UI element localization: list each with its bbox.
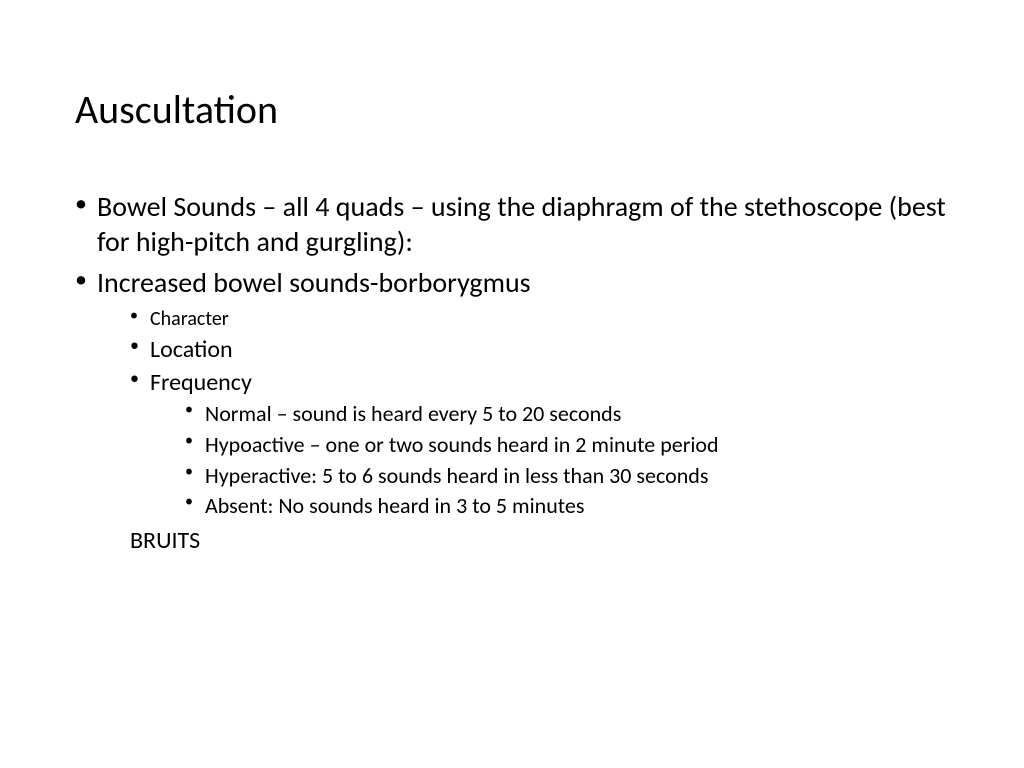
bullet-sub-item: Frequency <box>75 367 949 398</box>
content-body: Bowel Sounds – all 4 quads – using the d… <box>75 189 949 556</box>
bullet-subsub-item: Absent: No sounds heard in 3 to 5 minute… <box>75 492 949 521</box>
bullet-subsub-item: Normal – sound is heard every 5 to 20 se… <box>75 400 949 429</box>
slide-title: Auscultation <box>75 85 949 134</box>
bullet-subsub-item: Hyperactive: 5 to 6 sounds heard in less… <box>75 462 949 491</box>
bullet-item: Increased bowel sounds-borborygmus <box>75 265 949 300</box>
bullet-subsub-item: Hypoactive – one or two sounds heard in … <box>75 431 949 460</box>
bullet-item: Bowel Sounds – all 4 quads – using the d… <box>75 189 949 259</box>
bullet-sub-item: Location <box>75 334 949 365</box>
text-line: BRUITS <box>75 525 949 556</box>
bullet-sub-item: Character <box>75 306 949 332</box>
